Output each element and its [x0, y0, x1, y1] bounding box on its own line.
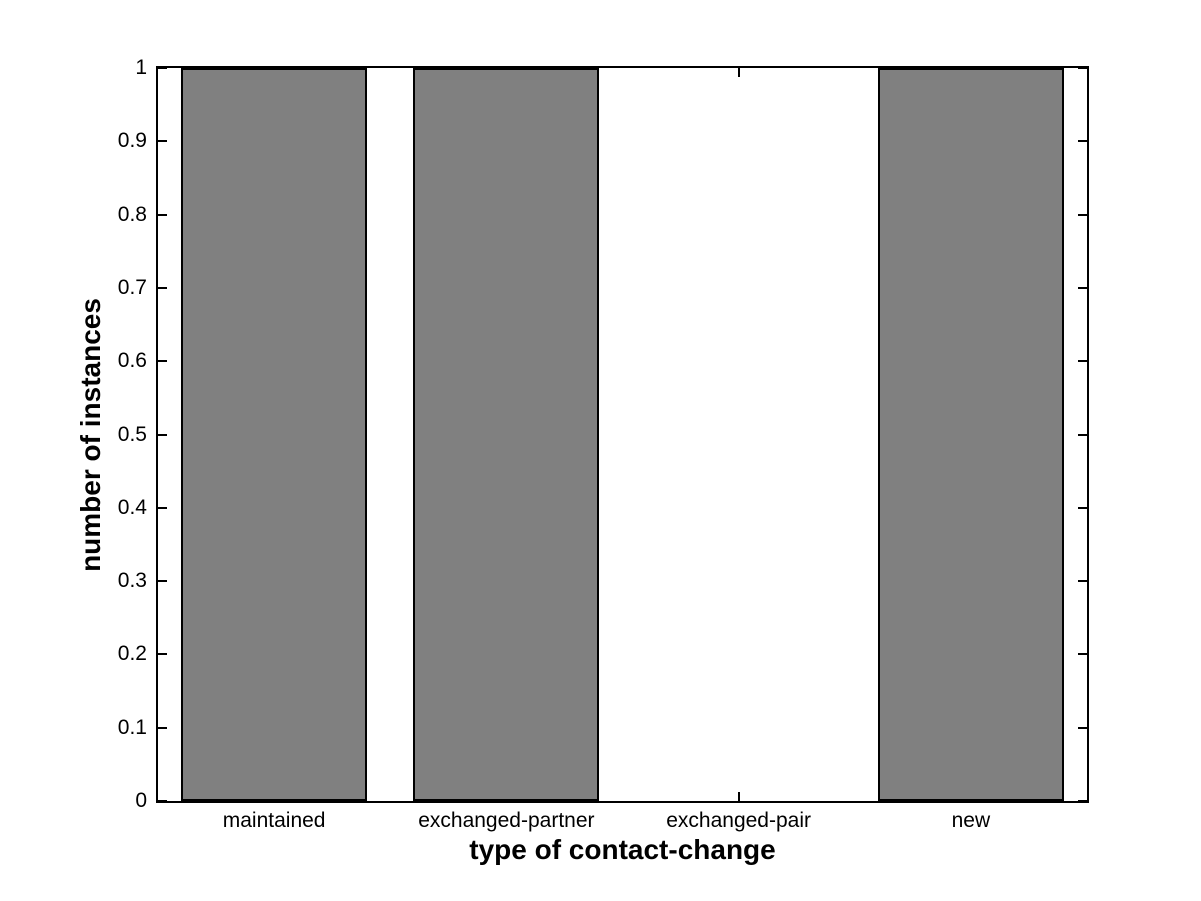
y-tick-mark-left	[158, 67, 167, 69]
x-tick-mark-top	[737, 68, 740, 77]
x-axis-label: type of contact-change	[469, 834, 776, 865]
y-tick-mark-left	[158, 433, 167, 436]
y-tick-mark-left	[158, 506, 167, 509]
y-tick-label: 0.8	[117, 202, 147, 226]
y-tick-label: 0.9	[117, 129, 147, 153]
y-tick-mark-left	[158, 726, 167, 729]
y-tick-mark-right	[1078, 67, 1087, 69]
y-tick-label: 0.4	[117, 495, 147, 519]
bar-new	[877, 68, 1064, 801]
x-tick-label-exchanged-partner: exchanged-partner	[418, 809, 595, 832]
y-tick-mark-right	[1078, 140, 1087, 143]
x-tick-label-maintained: maintained	[222, 809, 326, 832]
y-tick-mark-right	[1078, 286, 1087, 289]
y-tick-mark-right	[1078, 580, 1087, 583]
y-tick-label: 0.2	[117, 642, 147, 666]
y-tick-label: 0.3	[117, 569, 147, 593]
bar-maintained	[181, 68, 368, 801]
y-tick-mark-right	[1078, 360, 1087, 363]
y-tick-label: 0.5	[117, 422, 147, 446]
plot-area	[156, 66, 1089, 803]
bar-exchanged-partner	[413, 68, 600, 801]
y-tick-label: 1	[135, 56, 147, 79]
y-tick-mark-left	[158, 286, 167, 289]
y-tick-mark-right	[1078, 433, 1087, 436]
y-tick-label: 0.1	[117, 715, 147, 739]
y-tick-mark-left	[158, 213, 167, 216]
y-tick-label: 0	[135, 789, 147, 812]
y-tick-label: 0.6	[117, 349, 147, 373]
y-tick-mark-right	[1078, 213, 1087, 216]
y-tick-mark-left	[158, 580, 167, 583]
y-tick-mark-left	[158, 360, 167, 363]
x-tick-mark-bottom	[737, 792, 740, 801]
y-tick-mark-right	[1078, 726, 1087, 729]
y-tick-mark-right	[1078, 506, 1087, 509]
y-tick-label: 0.7	[117, 275, 147, 299]
y-tick-mark-left	[158, 653, 167, 656]
y-tick-mark-left	[158, 140, 167, 143]
x-tick-label-new: new	[951, 809, 991, 832]
y-tick-mark-right	[1078, 653, 1087, 656]
y-tick-mark-right	[1078, 800, 1087, 802]
y-tick-mark-left	[158, 800, 167, 802]
x-tick-label-exchanged-pair: exchanged-pair	[666, 809, 811, 832]
